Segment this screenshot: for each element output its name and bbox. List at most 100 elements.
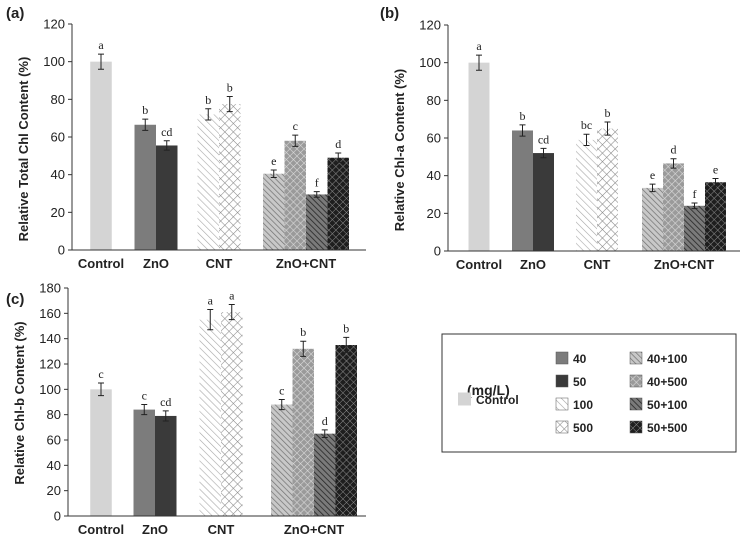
legend-label: 40+100 <box>647 352 688 366</box>
legend-label: 50+100 <box>647 398 688 412</box>
error-bar <box>321 429 328 438</box>
y-axis-title-b: Relative Chl-a Content (%) <box>392 69 407 232</box>
error-bar <box>691 202 698 210</box>
chart-panel-b: (b) Relative Chl-a Content (%) 0 20 40 60 80… <box>380 5 740 272</box>
error-bar <box>313 191 320 198</box>
legend-items: Control 40 50 100 500 40+100 40+500 50+100 50+50… <box>458 351 688 435</box>
legend-swatch-40-500 <box>629 374 643 388</box>
bar-zno-cnt-50-100 <box>306 194 328 250</box>
y-tick-label: 40 <box>427 168 441 183</box>
x-category-label: ZnO+CNT <box>654 257 714 272</box>
error-bar <box>343 336 350 354</box>
error-bar <box>649 183 656 193</box>
significance-letter: e <box>713 162 718 176</box>
x-category-label: ZnO <box>520 257 546 272</box>
y-axis-title-a: Relative Total Chl Content (%) <box>16 57 31 242</box>
y-tick-label: 40 <box>47 458 61 473</box>
y-tick-label: 100 <box>43 54 65 69</box>
legend-swatch-500 <box>555 420 569 434</box>
error-bar <box>226 96 233 113</box>
significance-letter: cd <box>538 132 549 146</box>
significance-letter: b <box>343 321 349 335</box>
legend-box <box>441 333 737 453</box>
significance-letter: d <box>322 414 328 428</box>
significance-letter: c <box>98 367 103 381</box>
x-category-label: ZnO+CNT <box>284 522 344 537</box>
significance-letter: b <box>142 103 148 117</box>
axes-b <box>447 25 740 252</box>
bar-zno-40 <box>512 130 533 251</box>
legend-swatch-50-100 <box>629 397 643 411</box>
legend-swatch-40-100 <box>629 351 643 365</box>
y-tick-label: 180 <box>39 281 61 296</box>
legend-label: 50 <box>573 375 587 389</box>
y-tick-label: 100 <box>39 382 61 397</box>
bar-zno-50 <box>156 145 178 250</box>
x-labels-b: Control ZnO CNT ZnO+CNT <box>456 257 714 272</box>
error-bar <box>228 303 235 321</box>
y-tick-label: 40 <box>51 167 65 182</box>
y-tick-label: 60 <box>47 433 61 448</box>
error-bar <box>141 404 148 416</box>
error-bar <box>670 158 677 169</box>
panel-label-a: (a) <box>6 5 24 22</box>
y-tick-label: 0 <box>434 244 441 259</box>
y-tick-label: 60 <box>427 131 441 146</box>
y-tick-label: 20 <box>47 483 61 498</box>
y-ticks-c: 0 20 40 60 80 100 120 140 160 180 <box>39 281 68 524</box>
significance-letter: b <box>205 93 211 107</box>
bar-zno-cnt-40-100 <box>271 404 293 516</box>
error-bar <box>604 121 611 136</box>
significance-letter: c <box>293 119 298 133</box>
significance-letter: a <box>98 38 104 52</box>
significance-letter: a <box>229 288 235 302</box>
y-axis-title-c: Relative Chl-b Content (%) <box>12 321 27 484</box>
significance-letter: c <box>279 383 284 397</box>
bar-zno-cnt-50-500 <box>327 157 349 250</box>
y-tick-label: 20 <box>427 206 441 221</box>
chart-panel-c: (c) Relative Chl-b Content (%) 0 20 40 60 80… <box>6 281 366 537</box>
y-tick-label: 120 <box>43 17 65 32</box>
error-bar <box>712 177 719 187</box>
significance-letter: b <box>227 81 233 95</box>
significance-letter: cd <box>160 395 171 409</box>
bar-cnt-100 <box>197 114 219 251</box>
y-tick-label: 80 <box>47 407 61 422</box>
bar-zno-cnt-40-100 <box>642 187 663 251</box>
bar-cnt-100 <box>576 139 597 251</box>
legend-swatch-50 <box>555 374 569 388</box>
x-category-label: CNT <box>208 522 235 537</box>
bar-control-Control <box>468 62 490 251</box>
legend-swatch-100 <box>555 397 569 411</box>
panel-label-c: (c) <box>6 291 24 308</box>
error-bar <box>335 152 342 163</box>
bar-zno-cnt-50-500 <box>705 182 726 251</box>
error-bar <box>98 53 104 70</box>
significance-letter: b <box>520 109 526 123</box>
y-tick-label: 60 <box>51 130 65 145</box>
legend-swatch-50-500 <box>629 420 643 434</box>
legend-label: 500 <box>573 421 593 435</box>
panel-label-b: (b) <box>380 5 399 22</box>
significance-letter: f <box>315 176 319 190</box>
y-tick-label: 20 <box>51 205 65 220</box>
significance-letter: f <box>693 187 697 201</box>
bar-zno-cnt-40-500 <box>292 348 314 516</box>
legend-label: Control <box>476 393 519 407</box>
bar-cnt-500 <box>597 128 618 251</box>
error-bar <box>540 147 547 159</box>
significance-letter: bc <box>581 118 592 132</box>
error-bar <box>98 382 104 397</box>
x-category-label: ZnO <box>142 522 168 537</box>
error-bar <box>476 54 482 71</box>
error-bar <box>519 124 526 137</box>
y-tick-label: 0 <box>58 243 65 258</box>
y-tick-label: 100 <box>419 55 441 70</box>
bar-zno-cnt-50-100 <box>314 433 336 516</box>
significance-letter: d <box>671 143 677 157</box>
error-bar <box>207 309 214 331</box>
bar-zno-50 <box>533 153 554 251</box>
significance-letter: e <box>650 168 655 182</box>
